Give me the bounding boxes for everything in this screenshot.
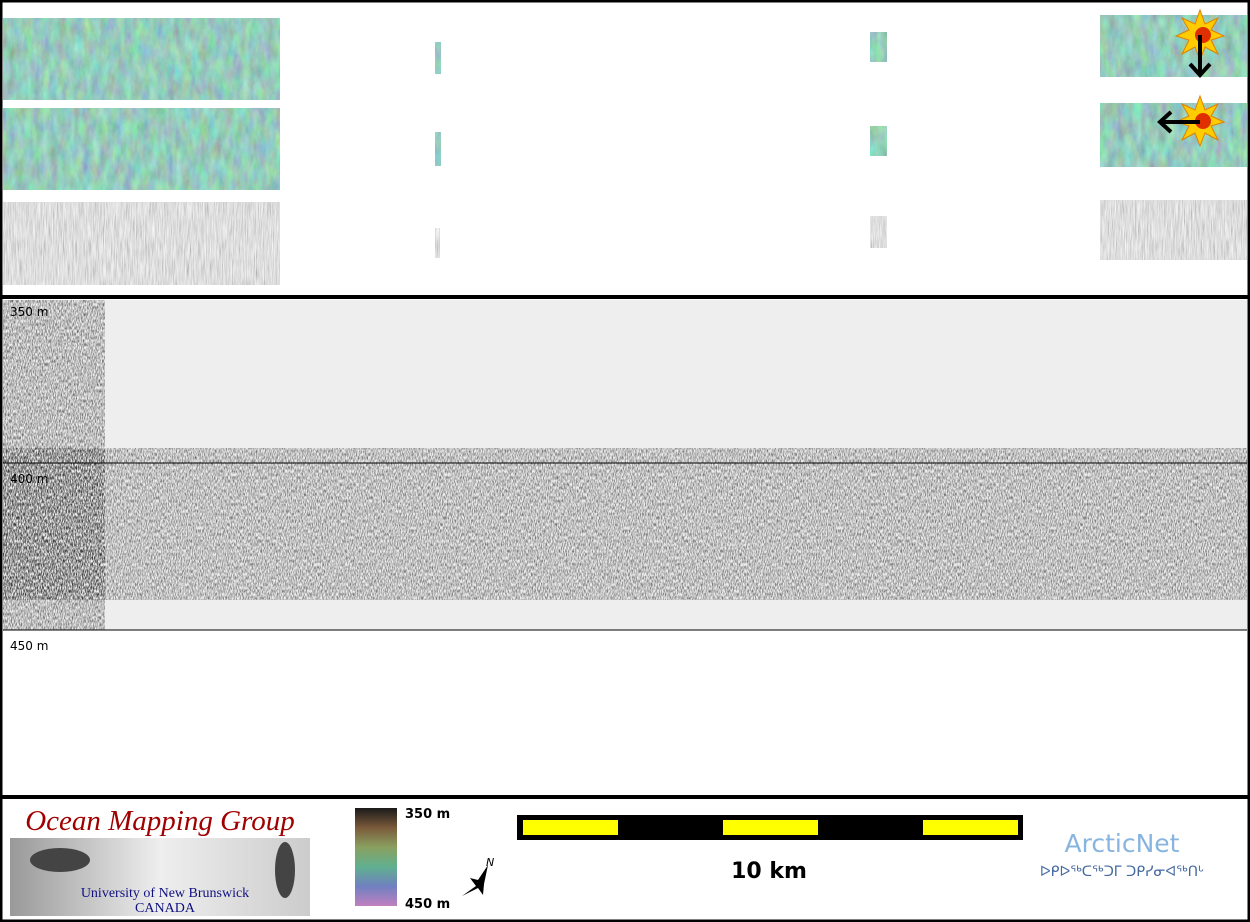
scale-label: 10 km: [731, 859, 807, 884]
depth-label: 450 m: [10, 639, 48, 653]
scale-bar: 10 km: [517, 815, 1023, 884]
logo-title: Ocean Mapping Group: [25, 805, 295, 837]
colorbar-label: 350 m: [405, 807, 450, 822]
footer: Ocean Mapping Group University of New Br…: [10, 805, 1204, 916]
north-arrow: N: [462, 856, 494, 896]
colorbar-label: 450 m: [405, 897, 450, 912]
shaded-row-1: [3, 15, 1247, 100]
partner-name: ArcticNet: [1065, 829, 1180, 858]
mosaic-panel: [0, 8, 1250, 299]
backscatter-row: [3, 200, 1247, 285]
north-label: N: [486, 856, 494, 869]
depth-label: 350 m: [10, 305, 48, 319]
shaded-row-2: [3, 103, 1247, 190]
logo-line: University of New Brunswick: [81, 886, 249, 901]
logo-line: CANADA: [135, 901, 196, 916]
ocean-mapping-logo: Ocean Mapping Group University of New Br…: [10, 805, 310, 916]
colorbar: [355, 808, 397, 906]
profile-panel: 350 m 400 m 450 m: [0, 300, 1250, 799]
partner-syllabics: ᐅᑭᐅᖅᑕᖅᑐᒥ ᑐᑭᓯᓂᐊᖅᑎᒡ: [1040, 864, 1204, 880]
depth-label: 400 m: [10, 472, 48, 486]
sun-icons: [1157, 8, 1226, 148]
